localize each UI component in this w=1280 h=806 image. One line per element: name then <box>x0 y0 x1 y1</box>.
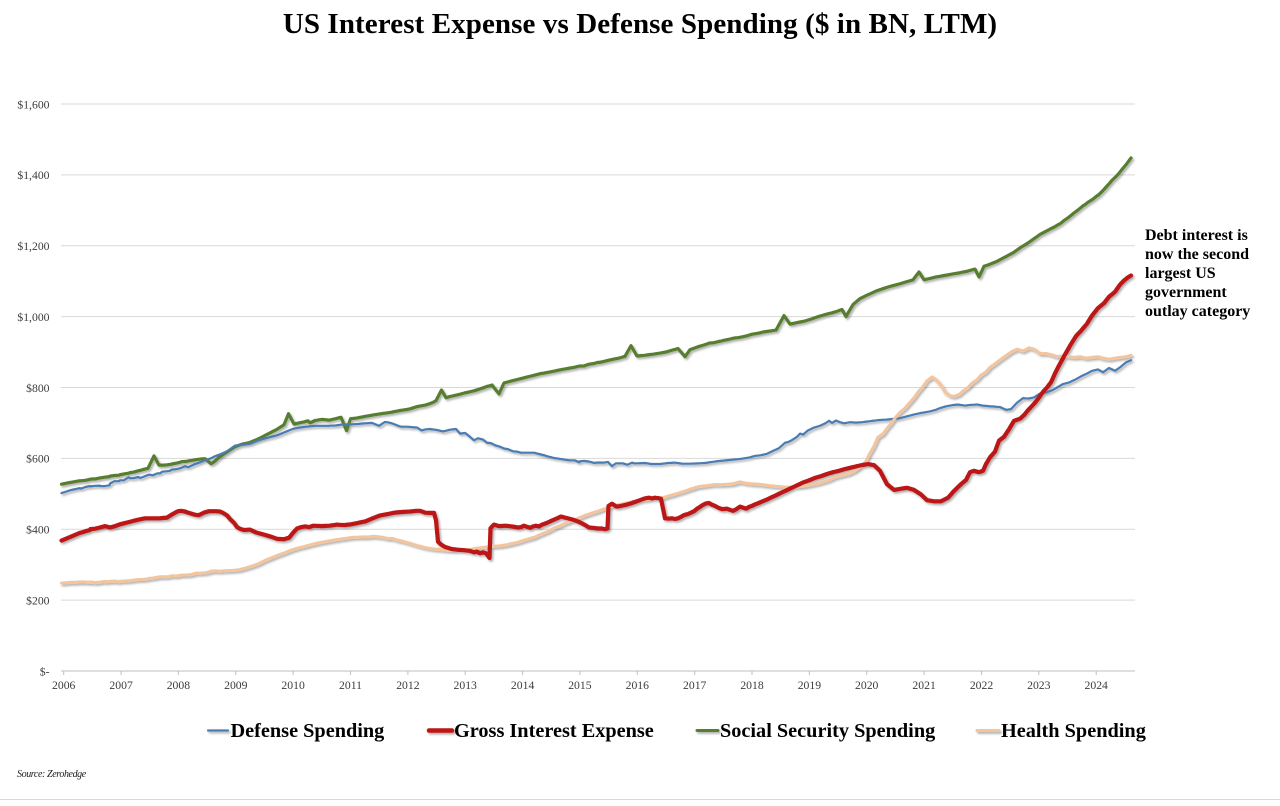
svg-text:2010: 2010 <box>281 679 305 692</box>
svg-text:$-: $- <box>40 665 50 678</box>
svg-text:$400: $400 <box>26 524 50 537</box>
svg-text:2016: 2016 <box>626 679 650 692</box>
svg-text:2019: 2019 <box>798 679 822 692</box>
svg-text:Social Security Spending: Social Security Spending <box>720 720 935 742</box>
svg-text:2021: 2021 <box>912 679 936 692</box>
svg-text:$200: $200 <box>26 594 50 607</box>
svg-text:$600: $600 <box>26 453 50 466</box>
svg-text:Gross Interest Expense: Gross Interest Expense <box>454 720 654 742</box>
svg-text:2013: 2013 <box>454 679 478 692</box>
svg-text:2015: 2015 <box>568 679 592 692</box>
svg-text:2006: 2006 <box>52 679 76 692</box>
svg-text:Health Spending: Health Spending <box>1001 720 1146 742</box>
svg-text:$800: $800 <box>26 382 50 395</box>
svg-text:2008: 2008 <box>167 679 191 692</box>
svg-text:$1,200: $1,200 <box>17 240 49 253</box>
svg-text:Source: Zerohedge: Source: Zerohedge <box>17 769 87 780</box>
svg-text:Defense Spending: Defense Spending <box>231 720 385 742</box>
svg-text:2007: 2007 <box>109 679 133 692</box>
svg-text:2020: 2020 <box>855 679 879 692</box>
svg-text:2009: 2009 <box>224 679 248 692</box>
svg-text:$1,600: $1,600 <box>17 98 49 111</box>
svg-text:largest US: largest US <box>1145 265 1216 282</box>
svg-text:2012: 2012 <box>396 679 420 692</box>
svg-text:US Interest Expense vs Defense: US Interest Expense vs Defense Spending … <box>283 8 997 40</box>
svg-text:now the second: now the second <box>1145 246 1249 263</box>
svg-text:2011: 2011 <box>339 679 362 692</box>
svg-text:2017: 2017 <box>683 679 707 692</box>
svg-text:2022: 2022 <box>970 679 994 692</box>
svg-text:$1,400: $1,400 <box>17 169 49 182</box>
svg-text:2024: 2024 <box>1085 679 1109 692</box>
svg-text:2018: 2018 <box>740 679 764 692</box>
svg-text:government: government <box>1145 284 1227 301</box>
svg-text:Debt interest is: Debt interest is <box>1145 227 1248 244</box>
svg-text:2023: 2023 <box>1027 679 1051 692</box>
svg-text:outlay category: outlay category <box>1145 303 1250 320</box>
svg-text:2014: 2014 <box>511 679 535 692</box>
svg-text:$1,000: $1,000 <box>17 311 49 324</box>
